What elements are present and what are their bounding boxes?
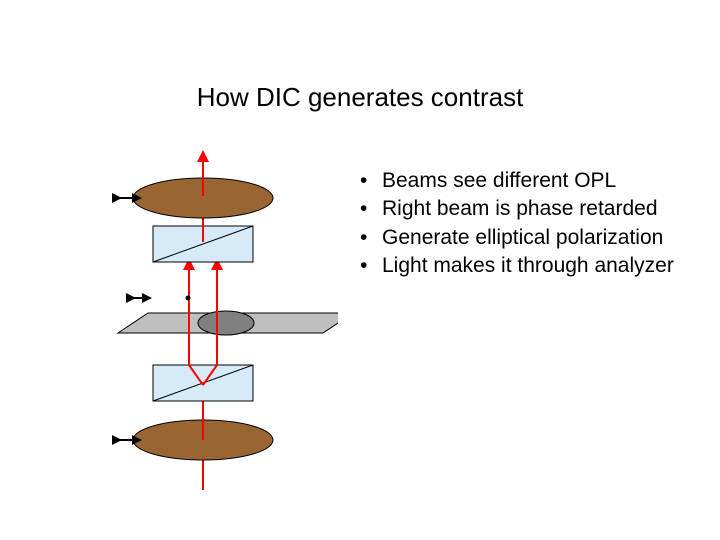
page-title: How DIC generates contrast [0, 82, 720, 113]
bullet-list: Beams see different OPL Right beam is ph… [360, 168, 700, 281]
bullet-item: Beams see different OPL [360, 168, 700, 194]
bullet-item: Right beam is phase retarded [360, 196, 700, 222]
dic-diagram [108, 150, 338, 490]
bullet-item: Light makes it through analyzer [360, 253, 700, 279]
bullet-item: Generate elliptical polarization [360, 225, 700, 251]
dic-diagram-svg [108, 150, 338, 490]
